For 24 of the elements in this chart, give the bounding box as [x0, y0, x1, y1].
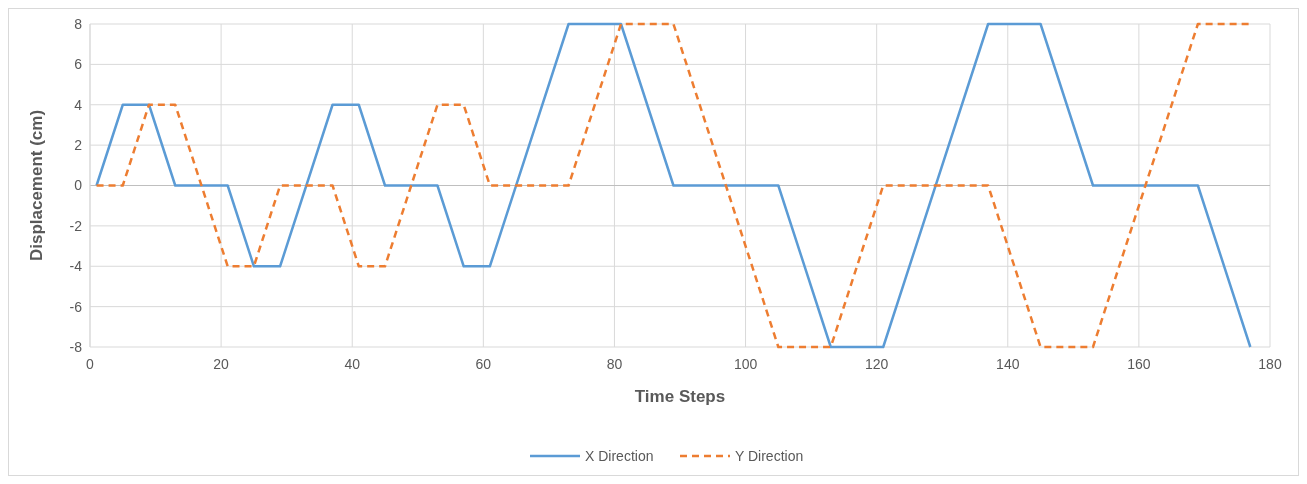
x-tick-label: 100: [733, 356, 758, 372]
y-tick-label: 4: [74, 96, 83, 113]
x-tick-label: 160: [1127, 356, 1151, 372]
legend-label: X Direction: [585, 447, 654, 464]
x-axis-title: Time Steps: [634, 387, 726, 406]
y-tick-label: -6: [69, 298, 83, 315]
x-tick-label: 0: [86, 356, 95, 372]
y-tick-label: -2: [69, 217, 83, 234]
x-tick-label: 140: [996, 356, 1020, 372]
x-tick-label: 60: [475, 356, 492, 372]
x-tick-label: 20: [213, 356, 230, 372]
x-tick-label: 80: [606, 356, 623, 372]
y-tick-label: -4: [69, 258, 83, 275]
line-series: [95, 22, 1252, 349]
y-axis-title: Displacement (cm): [27, 109, 46, 262]
y-tick-label: -8: [69, 338, 83, 355]
x-tick-label: 120: [864, 356, 889, 372]
y-tick-label: 2: [74, 137, 83, 154]
y-tick-label: 8: [74, 15, 83, 32]
y-tick-label: 6: [74, 56, 83, 73]
x-tick-label: 40: [344, 356, 361, 372]
x-tick-label: 180: [1258, 356, 1282, 372]
y-tick-label: 0: [74, 177, 83, 194]
legend-label: Y Direction: [735, 447, 804, 464]
